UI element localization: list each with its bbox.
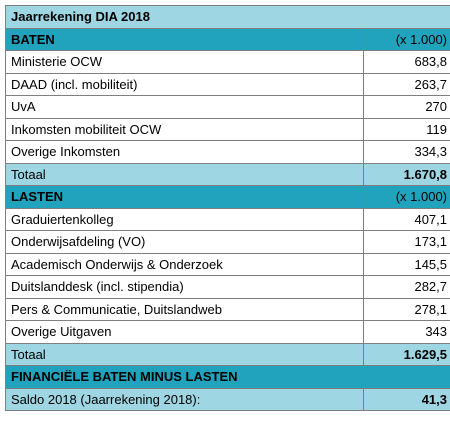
baten-total-label: Totaal [5, 162, 364, 186]
row-value: 278,1 [362, 297, 450, 321]
row-value: 173,1 [362, 230, 450, 254]
row-value: 119 [362, 117, 450, 141]
table-row: Inkomsten mobiliteit OCW 119 [5, 117, 450, 141]
row-value: 334,3 [362, 140, 450, 164]
row-value: 683,8 [362, 50, 450, 74]
annual-accounts-table-wrapper: Jaarrekening DIA 2018 BATEN (x 1.000) Mi… [4, 5, 450, 411]
baten-header: BATEN [5, 27, 364, 51]
table-row: Duitslanddesk (incl. stipendia) 282,7 [5, 275, 450, 299]
saldo-value: 41,3 [362, 387, 450, 411]
row-value: 407,1 [362, 207, 450, 231]
table-row: Ministerie OCW 683,8 [5, 50, 450, 74]
baten-header-row: BATEN (x 1.000) [5, 27, 450, 51]
table-row: Academisch Onderwijs & Onderzoek 145,5 [5, 252, 450, 276]
row-label: DAAD (incl. mobiliteit) [5, 72, 364, 96]
table-row: Overige Inkomsten 334,3 [5, 140, 450, 164]
lasten-unit: (x 1.000) [362, 185, 450, 209]
lasten-header-row: LASTEN (x 1.000) [5, 185, 450, 209]
row-label: Overige Inkomsten [5, 140, 364, 164]
row-label: Onderwijsafdeling (VO) [5, 230, 364, 254]
baten-total-value: 1.670,8 [362, 162, 450, 186]
lasten-total-label: Totaal [5, 342, 364, 366]
financieel-header: FINANCIËLE BATEN MINUS LASTEN [4, 365, 450, 389]
annual-accounts-table: Jaarrekening DIA 2018 BATEN (x 1.000) Mi… [4, 5, 450, 411]
financieel-header-row: FINANCIËLE BATEN MINUS LASTEN [4, 365, 450, 389]
table-row: Overige Uitgaven 343 [5, 320, 450, 344]
saldo-row: Saldo 2018 (Jaarrekening 2018): 41,3 [5, 387, 450, 411]
row-label: Academisch Onderwijs & Onderzoek [5, 252, 364, 276]
row-label: Pers & Communicatie, Duitslandweb [5, 297, 364, 321]
row-label: Overige Uitgaven [5, 320, 364, 344]
lasten-total-row: Totaal 1.629,5 [5, 342, 450, 366]
row-value: 343 [362, 320, 450, 344]
table-row: Onderwijsafdeling (VO) 173,1 [5, 230, 450, 254]
baten-total-row: Totaal 1.670,8 [5, 162, 450, 186]
table-row: Graduiertenkolleg 407,1 [5, 207, 450, 231]
row-label: Inkomsten mobiliteit OCW [5, 117, 364, 141]
table-row: DAAD (incl. mobiliteit) 263,7 [5, 72, 450, 96]
table-row: Pers & Communicatie, Duitslandweb 278,1 [5, 297, 450, 321]
row-value: 145,5 [362, 252, 450, 276]
row-label: Graduiertenkolleg [5, 207, 364, 231]
lasten-header: LASTEN [5, 185, 364, 209]
row-value: 263,7 [362, 72, 450, 96]
table-title-row: Jaarrekening DIA 2018 [4, 5, 450, 29]
table-row: UvA 270 [5, 95, 450, 119]
lasten-total-value: 1.629,5 [362, 342, 450, 366]
table-title: Jaarrekening DIA 2018 [4, 5, 450, 29]
row-label: Duitslanddesk (incl. stipendia) [5, 275, 364, 299]
saldo-label: Saldo 2018 (Jaarrekening 2018): [5, 387, 364, 411]
row-label: UvA [5, 95, 364, 119]
row-label: Ministerie OCW [5, 50, 364, 74]
baten-unit: (x 1.000) [362, 27, 450, 51]
row-value: 270 [362, 95, 450, 119]
row-value: 282,7 [362, 275, 450, 299]
